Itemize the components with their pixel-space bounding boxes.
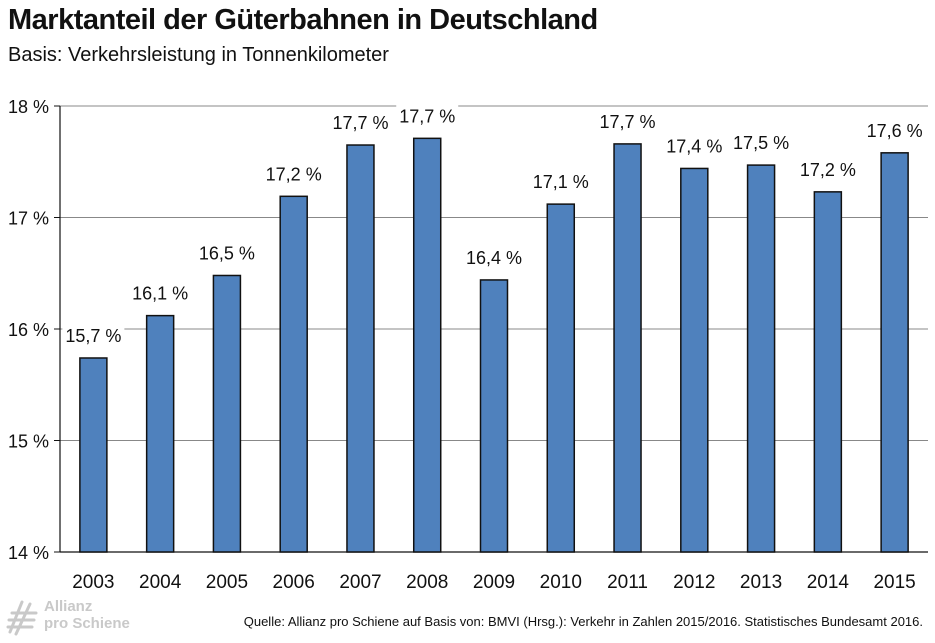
y-tick-label: 15 % bbox=[8, 432, 49, 452]
bar-2011 bbox=[613, 143, 642, 553]
logo-text: Allianz pro Schiene bbox=[44, 598, 130, 632]
bar-2015 bbox=[880, 152, 909, 553]
data-label-bg bbox=[396, 102, 459, 129]
bar-2012 bbox=[680, 167, 709, 553]
data-label-bg bbox=[262, 160, 325, 187]
source-note: Quelle: Allianz pro Schiene auf Basis vo… bbox=[243, 614, 923, 629]
logo-line1: Allianz bbox=[44, 598, 93, 615]
data-label-bg bbox=[463, 243, 525, 270]
data-label-bg bbox=[663, 132, 726, 159]
data-label: 17,2 % bbox=[266, 164, 322, 184]
bar-2009 bbox=[479, 279, 509, 553]
x-tick-label: 2007 bbox=[339, 572, 381, 593]
bar-2003 bbox=[79, 357, 108, 553]
bar-2006 bbox=[279, 195, 308, 553]
x-tick-label: 2014 bbox=[807, 572, 850, 593]
x-tick-label: 2003 bbox=[72, 572, 114, 593]
x-tick-label: 2011 bbox=[607, 572, 648, 593]
chart-subtitle: Basis: Verkehrsleistung in Tonnenkilomet… bbox=[8, 44, 389, 66]
data-label: 16,5 % bbox=[199, 243, 255, 263]
data-label-bg bbox=[796, 155, 859, 182]
data-label-bg bbox=[863, 116, 926, 143]
x-tick-label: 2006 bbox=[273, 572, 315, 593]
data-label: 17,2 % bbox=[800, 160, 856, 180]
data-label-bg bbox=[195, 239, 258, 266]
bar-2013 bbox=[746, 164, 776, 553]
y-tick-label: 17 % bbox=[8, 209, 49, 229]
x-tick-label: 2012 bbox=[673, 572, 715, 593]
data-label-bg bbox=[129, 279, 192, 306]
chart-title: Marktanteil der Güterbahnen in Deutschla… bbox=[8, 4, 598, 36]
bar-2007 bbox=[346, 144, 375, 553]
x-tick-label: 2005 bbox=[206, 572, 248, 593]
bar-2014 bbox=[813, 191, 843, 553]
data-label: 15,7 % bbox=[65, 326, 121, 346]
data-label: 17,7 % bbox=[600, 112, 656, 132]
rail-logo-icon bbox=[6, 600, 38, 636]
data-label-bg bbox=[596, 107, 659, 134]
data-label-bg bbox=[329, 109, 392, 136]
y-tick-label: 16 % bbox=[8, 320, 49, 340]
y-tick-label: 18 % bbox=[8, 97, 49, 117]
data-label-bg bbox=[730, 129, 793, 156]
data-label: 17,4 % bbox=[666, 136, 722, 156]
allianz-logo: Allianz pro Schiene bbox=[6, 598, 130, 640]
x-tick-label: 2004 bbox=[139, 572, 182, 593]
data-label: 17,1 % bbox=[533, 172, 589, 192]
data-label: 16,4 % bbox=[466, 248, 522, 268]
logo-line2: pro Schiene bbox=[44, 615, 130, 632]
bar-2010 bbox=[546, 203, 576, 553]
data-label-bg bbox=[529, 168, 592, 195]
x-tick-label: 2009 bbox=[473, 572, 515, 593]
x-tick-label: 2008 bbox=[406, 572, 448, 593]
data-label: 17,6 % bbox=[867, 121, 923, 141]
data-label: 17,5 % bbox=[733, 133, 789, 153]
bar-2008 bbox=[412, 137, 442, 553]
data-label: 17,7 % bbox=[399, 106, 455, 126]
x-tick-label: 2013 bbox=[740, 572, 782, 593]
data-label-bg bbox=[62, 321, 125, 348]
y-tick-label: 14 % bbox=[8, 543, 49, 563]
bar-2004 bbox=[145, 314, 175, 553]
data-label: 16,1 % bbox=[132, 284, 188, 304]
x-tick-label: 2010 bbox=[540, 572, 582, 593]
data-label: 17,7 % bbox=[332, 113, 388, 133]
bar-2005 bbox=[212, 274, 242, 553]
x-tick-label: 2015 bbox=[873, 572, 915, 593]
bar-chart: 14 % 15 % 16 % 17 % 18 % 15,7 % 2003 16,1 % 2004… bbox=[8, 97, 928, 593]
